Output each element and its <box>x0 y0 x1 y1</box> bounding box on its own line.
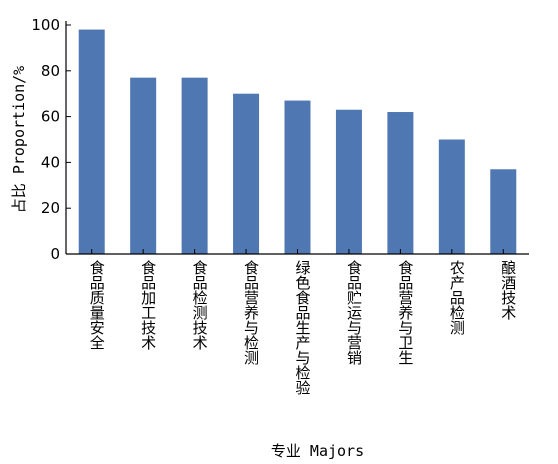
y-ticks-group: 0 20 40 60 80 100 <box>31 16 71 263</box>
bar <box>130 77 157 254</box>
bar <box>387 112 414 255</box>
y-tick-label: 40 <box>41 153 60 171</box>
x-tick-label: 食品检测技术 <box>191 260 209 350</box>
x-tick-label: 食品加工技术 <box>139 260 157 350</box>
x-ticks-group <box>91 249 504 254</box>
bars-group <box>78 29 517 255</box>
y-tick-label: 80 <box>41 62 60 80</box>
y-axis-title: 占比 Proportion/% <box>10 66 28 213</box>
y-tick-label: 100 <box>31 16 60 34</box>
bar <box>438 139 465 254</box>
bar <box>335 109 362 254</box>
x-tick-label: 绿色食品生产与检验 <box>294 260 312 395</box>
y-tick-label: 0 <box>50 245 60 263</box>
x-tick-label: 食品贮运与营销 <box>345 260 363 366</box>
y-tick-label: 20 <box>41 199 60 217</box>
bar <box>284 100 311 254</box>
bar <box>181 77 208 254</box>
x-tick-label: 食品质量安全 <box>88 260 106 350</box>
x-tick-label: 食品营养与卫生 <box>396 260 414 365</box>
bar <box>490 169 517 254</box>
y-tick-label: 60 <box>41 108 60 126</box>
x-tick-label: 酿酒技术 <box>499 260 517 320</box>
category-labels-group: 食品质量安全 食品加工技术 食品检测技术 食品营养与检测 绿色食品生产与检验 食品贮运与营… <box>88 260 518 395</box>
bar <box>233 93 260 254</box>
bar <box>78 29 105 254</box>
x-tick-label: 食品营养与检测 <box>242 260 260 365</box>
x-axis-title: 专业 Majors <box>271 442 364 460</box>
x-tick-label: 农产品检测 <box>448 260 466 335</box>
